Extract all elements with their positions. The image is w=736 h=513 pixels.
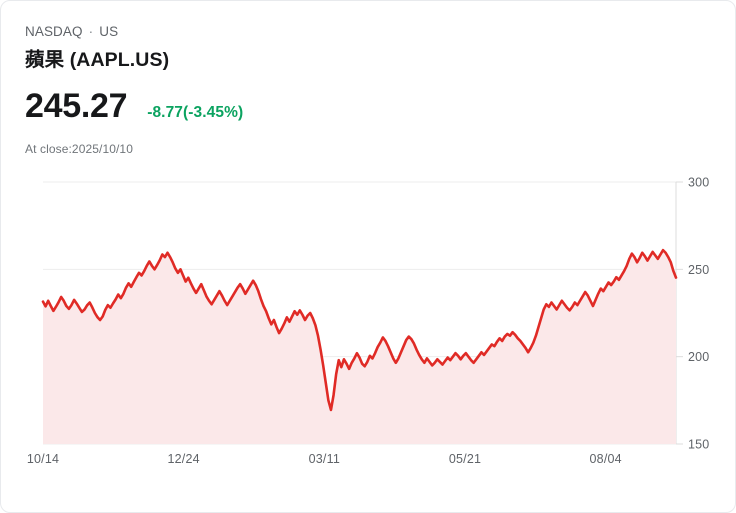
exchange-name: NASDAQ [25,24,83,39]
x-tick-label-03-11: 03/11 [309,452,340,466]
price-chart[interactable]: 300 250 200 150 10/14 12/24 03/11 05/21 08/04 [1,166,736,476]
y-tick-label-300: 300 [688,176,709,190]
quote-header: NASDAQ · US 蘋果 (AAPL.US) 245.27 -8.77(-3.4… [25,23,525,157]
chart-axis-lines [675,181,683,445]
price-chart-svg[interactable]: 300 250 200 150 10/14 12/24 03/11 05/21 08/04 [1,166,736,476]
y-tick-label-150: 150 [688,438,709,452]
price-area-fill [43,250,676,444]
exchange-region: US [99,24,119,39]
x-tick-label-12-24: 12/24 [168,452,200,466]
exchange-row: NASDAQ · US [25,23,525,41]
x-tick-label-05-21: 05/21 [449,452,481,466]
y-axis-labels: 300 250 200 150 [688,176,709,452]
page-title: 蘋果 (AAPL.US) [25,49,170,71]
last-price: 245.27 [25,87,128,125]
close-timestamp: At close:2025/10/10 [25,142,133,156]
exchange-separator: · [88,24,94,39]
y-tick-label-200: 200 [688,350,709,364]
x-tick-label-10-14: 10/14 [27,452,59,466]
x-tick-label-08-04: 08/04 [590,452,622,466]
price-row: 245.27 -8.77(-3.45%) [25,87,525,125]
price-line [41,248,678,412]
y-tick-label-250: 250 [688,263,709,277]
x-axis-labels: 10/14 12/24 03/11 05/21 08/04 [27,452,622,466]
price-change: -8.77(-3.45%) [147,104,244,121]
